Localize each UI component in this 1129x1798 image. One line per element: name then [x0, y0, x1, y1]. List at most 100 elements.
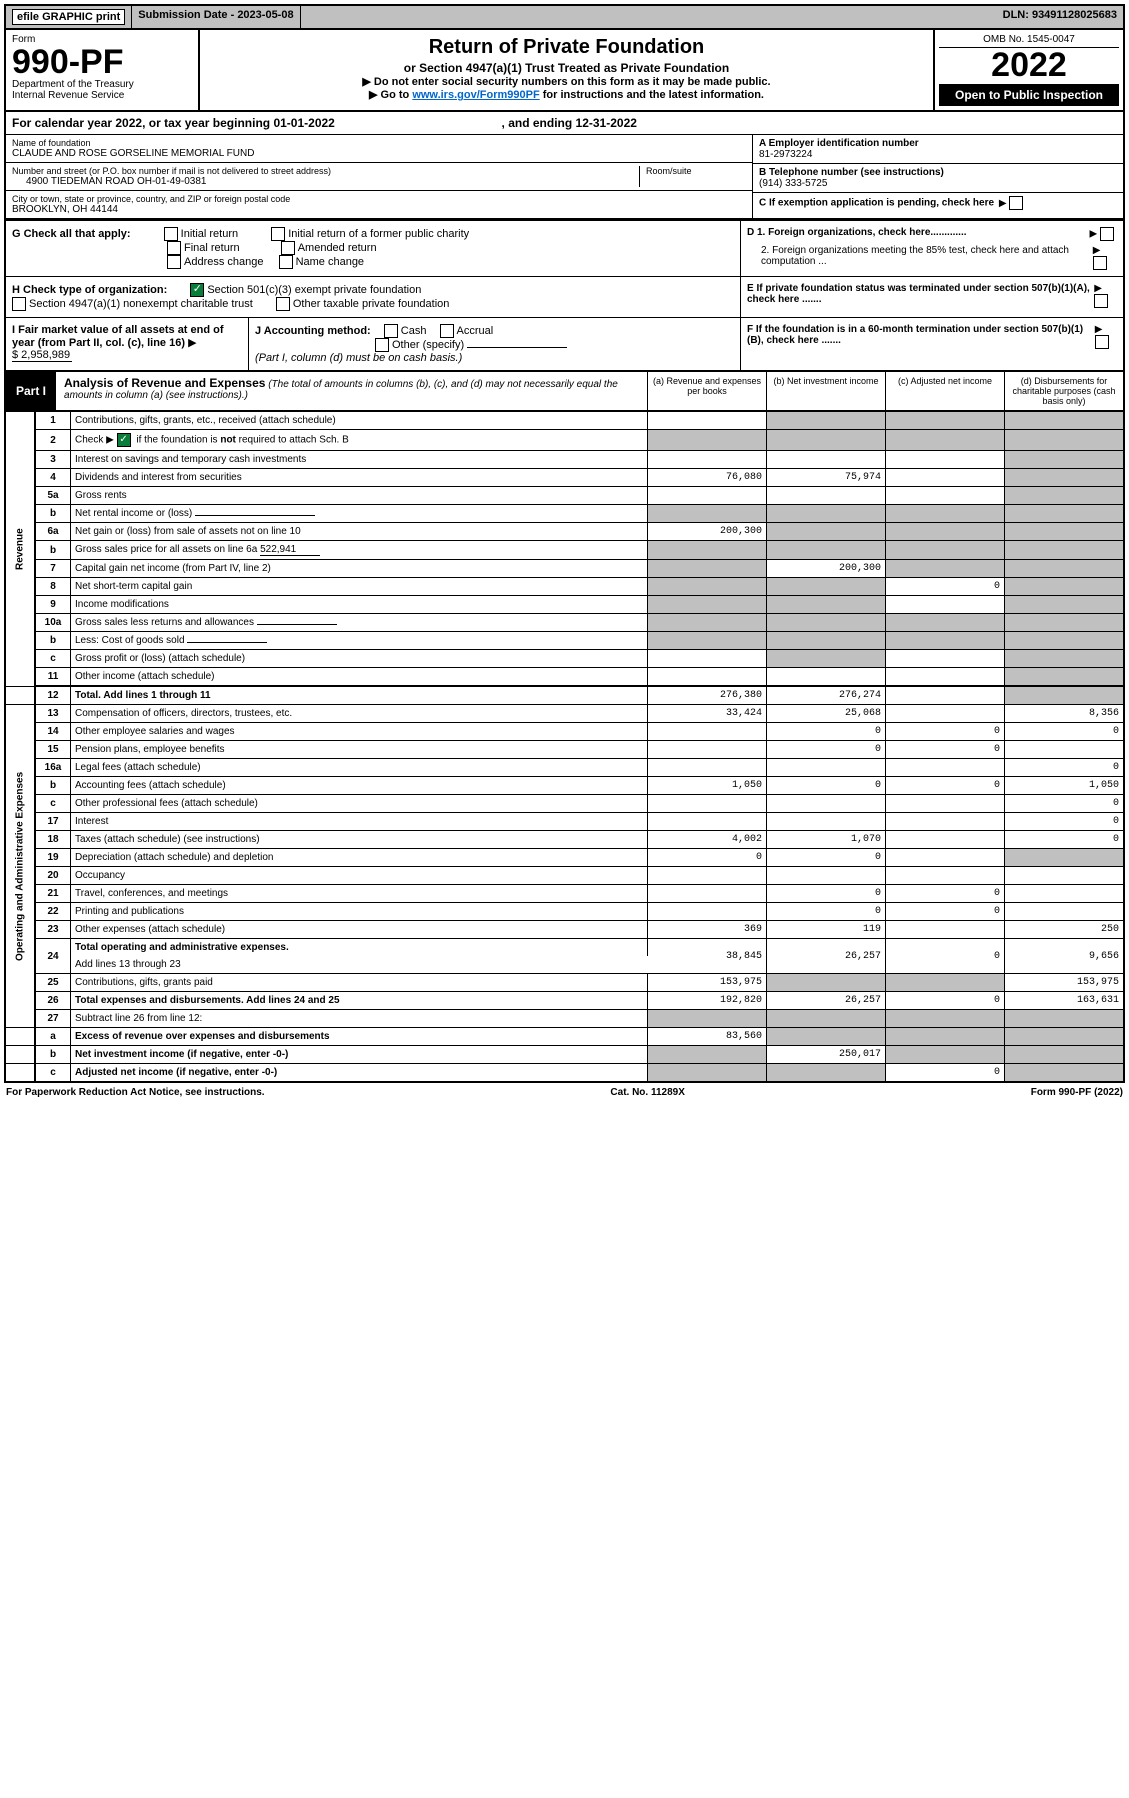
final-return-checkbox[interactable] — [167, 241, 181, 255]
entity-info: Name of foundation CLAUDE AND ROSE GORSE… — [4, 134, 1125, 220]
initial-former-checkbox[interactable] — [271, 227, 285, 241]
d1-checkbox[interactable] — [1100, 227, 1114, 241]
f-checkbox[interactable] — [1095, 335, 1109, 349]
table-row: Revenue 1 Contributions, gifts, grants, … — [5, 412, 1124, 430]
other-taxable-checkbox[interactable] — [276, 297, 290, 311]
form-title: Return of Private Foundation — [204, 36, 929, 59]
table-row: bLess: Cost of goods sold — [5, 632, 1124, 650]
address: 4900 TIEDEMAN ROAD OH-01-49-0381 — [12, 176, 639, 187]
l6a: 200,300 — [648, 523, 767, 541]
form-number: 990-PF — [12, 45, 192, 79]
table-row: cAdjusted net income (if negative, enter… — [5, 1064, 1124, 1083]
table-row: cOther professional fees (attach schedul… — [5, 795, 1124, 813]
section-d: D 1. Foreign organizations, check here..… — [740, 221, 1123, 276]
table-row: bNet investment income (if negative, ent… — [5, 1046, 1124, 1064]
part1-label: Part I — [6, 372, 56, 410]
part1-table: Revenue 1 Contributions, gifts, grants, … — [4, 412, 1125, 1083]
form-header: Form 990-PF Department of the Treasury I… — [4, 30, 1125, 112]
table-row: 24Total operating and administrative exp… — [5, 939, 1124, 957]
table-row: 4Dividends and interest from securities7… — [5, 469, 1124, 487]
tel-label: B Telephone number (see instructions) — [759, 167, 1117, 178]
irs-link[interactable]: www.irs.gov/Form990PF — [412, 89, 539, 101]
table-row: 15Pension plans, employee benefits00 — [5, 741, 1124, 759]
part1-header: Part I Analysis of Revenue and Expenses … — [4, 372, 1125, 412]
table-row: 26Total expenses and disbursements. Add … — [5, 992, 1124, 1010]
year-end: 12-31-2022 — [576, 116, 637, 130]
table-row: 10aGross sales less returns and allowanc… — [5, 614, 1124, 632]
city-state-zip: BROOKLYN, OH 44144 — [12, 204, 746, 215]
addr-label: Number and street (or P.O. box number if… — [12, 166, 639, 176]
ein-label: A Employer identification number — [759, 138, 1117, 149]
table-row: 22Printing and publications00 — [5, 903, 1124, 921]
note2-post: for instructions and the latest informat… — [540, 89, 764, 101]
table-row: 6aNet gain or (loss) from sale of assets… — [5, 523, 1124, 541]
section-f: F If the foundation is in a 60-month ter… — [740, 318, 1123, 370]
table-row: 12Total. Add lines 1 through 11276,38027… — [5, 686, 1124, 705]
l12b: 276,274 — [767, 686, 886, 705]
l8c: 0 — [886, 578, 1005, 596]
footer-left: For Paperwork Reduction Act Notice, see … — [6, 1087, 265, 1098]
table-row: aExcess of revenue over expenses and dis… — [5, 1028, 1124, 1046]
part1-title: Analysis of Revenue and Expenses — [64, 376, 265, 390]
fmv-value: $ 2,958,989 — [12, 349, 72, 362]
4947a1-checkbox[interactable] — [12, 297, 26, 311]
amended-return-checkbox[interactable] — [281, 241, 295, 255]
dln: DLN: 93491128025683 — [997, 6, 1123, 28]
section-c-checkbox[interactable] — [1009, 196, 1023, 210]
section-c-label: C If exemption application is pending, c… — [759, 198, 994, 209]
tax-year: 2022 — [939, 48, 1119, 82]
ein-value: 81-2973224 — [759, 149, 1117, 160]
form-subtitle: or Section 4947(a)(1) Trust Treated as P… — [204, 61, 929, 75]
l6b-value: 522,941 — [260, 544, 320, 556]
table-row: 27Subtract line 26 from line 12: — [5, 1010, 1124, 1028]
col-d-header: (d) Disbursements for charitable purpose… — [1004, 372, 1123, 410]
table-row: bGross sales price for all assets on lin… — [5, 541, 1124, 560]
room-label: Room/suite — [646, 166, 746, 176]
other-method-checkbox[interactable] — [375, 338, 389, 352]
year-begin: 01-01-2022 — [273, 116, 334, 130]
name-change-checkbox[interactable] — [279, 255, 293, 269]
table-row: 2 Check ▶ ✓ if the foundation is not req… — [5, 430, 1124, 451]
table-row: Operating and Administrative Expenses 13… — [5, 705, 1124, 723]
table-row: 14Other employee salaries and wages000 — [5, 723, 1124, 741]
l4b: 75,974 — [767, 469, 886, 487]
address-change-checkbox[interactable] — [167, 255, 181, 269]
table-row: 25Contributions, gifts, grants paid153,9… — [5, 974, 1124, 992]
col-a-header: (a) Revenue and expenses per books — [647, 372, 766, 410]
page-footer: For Paperwork Reduction Act Notice, see … — [4, 1083, 1125, 1102]
table-row: 11Other income (attach schedule) — [5, 668, 1124, 687]
section-g: G Check all that apply: Initial return I… — [6, 221, 740, 276]
col-b-header: (b) Net investment income — [766, 372, 885, 410]
section-h: H Check type of organization: ✓Section 5… — [6, 277, 740, 317]
501c3-checkbox[interactable]: ✓ — [190, 283, 204, 297]
schb-checkbox[interactable]: ✓ — [117, 433, 131, 447]
table-row: 9Income modifications — [5, 596, 1124, 614]
note2-pre: ▶ Go to — [369, 89, 412, 101]
initial-return-checkbox[interactable] — [164, 227, 178, 241]
table-row: 3Interest on savings and temporary cash … — [5, 451, 1124, 469]
table-row: bNet rental income or (loss) — [5, 505, 1124, 523]
table-row: 8Net short-term capital gain0 — [5, 578, 1124, 596]
d2-checkbox[interactable] — [1093, 256, 1107, 270]
revenue-side-label: Revenue — [5, 412, 35, 686]
cash-checkbox[interactable] — [384, 324, 398, 338]
accrual-checkbox[interactable] — [440, 324, 454, 338]
table-row: 5aGross rents — [5, 487, 1124, 505]
tel-value: (914) 333-5725 — [759, 178, 1117, 189]
efile-print-button[interactable]: efile GRAPHIC print — [12, 9, 125, 25]
table-row: bAccounting fees (attach schedule)1,0500… — [5, 777, 1124, 795]
l7b: 200,300 — [767, 560, 886, 578]
city-label: City or town, state or province, country… — [12, 194, 746, 204]
table-row: 20Occupancy — [5, 867, 1124, 885]
table-row: 7Capital gain net income (from Part IV, … — [5, 560, 1124, 578]
table-row: 16aLegal fees (attach schedule)0 — [5, 759, 1124, 777]
section-j: J Accounting method: Cash Accrual Other … — [249, 318, 740, 370]
expenses-side-label: Operating and Administrative Expenses — [5, 705, 35, 1028]
e-checkbox[interactable] — [1094, 294, 1108, 308]
col-c-header: (c) Adjusted net income — [885, 372, 1004, 410]
table-row: 17Interest0 — [5, 813, 1124, 831]
irs-label: Internal Revenue Service — [12, 90, 192, 101]
table-row: 18Taxes (attach schedule) (see instructi… — [5, 831, 1124, 849]
table-row: 21Travel, conferences, and meetings00 — [5, 885, 1124, 903]
table-row: 19Depreciation (attach schedule) and dep… — [5, 849, 1124, 867]
